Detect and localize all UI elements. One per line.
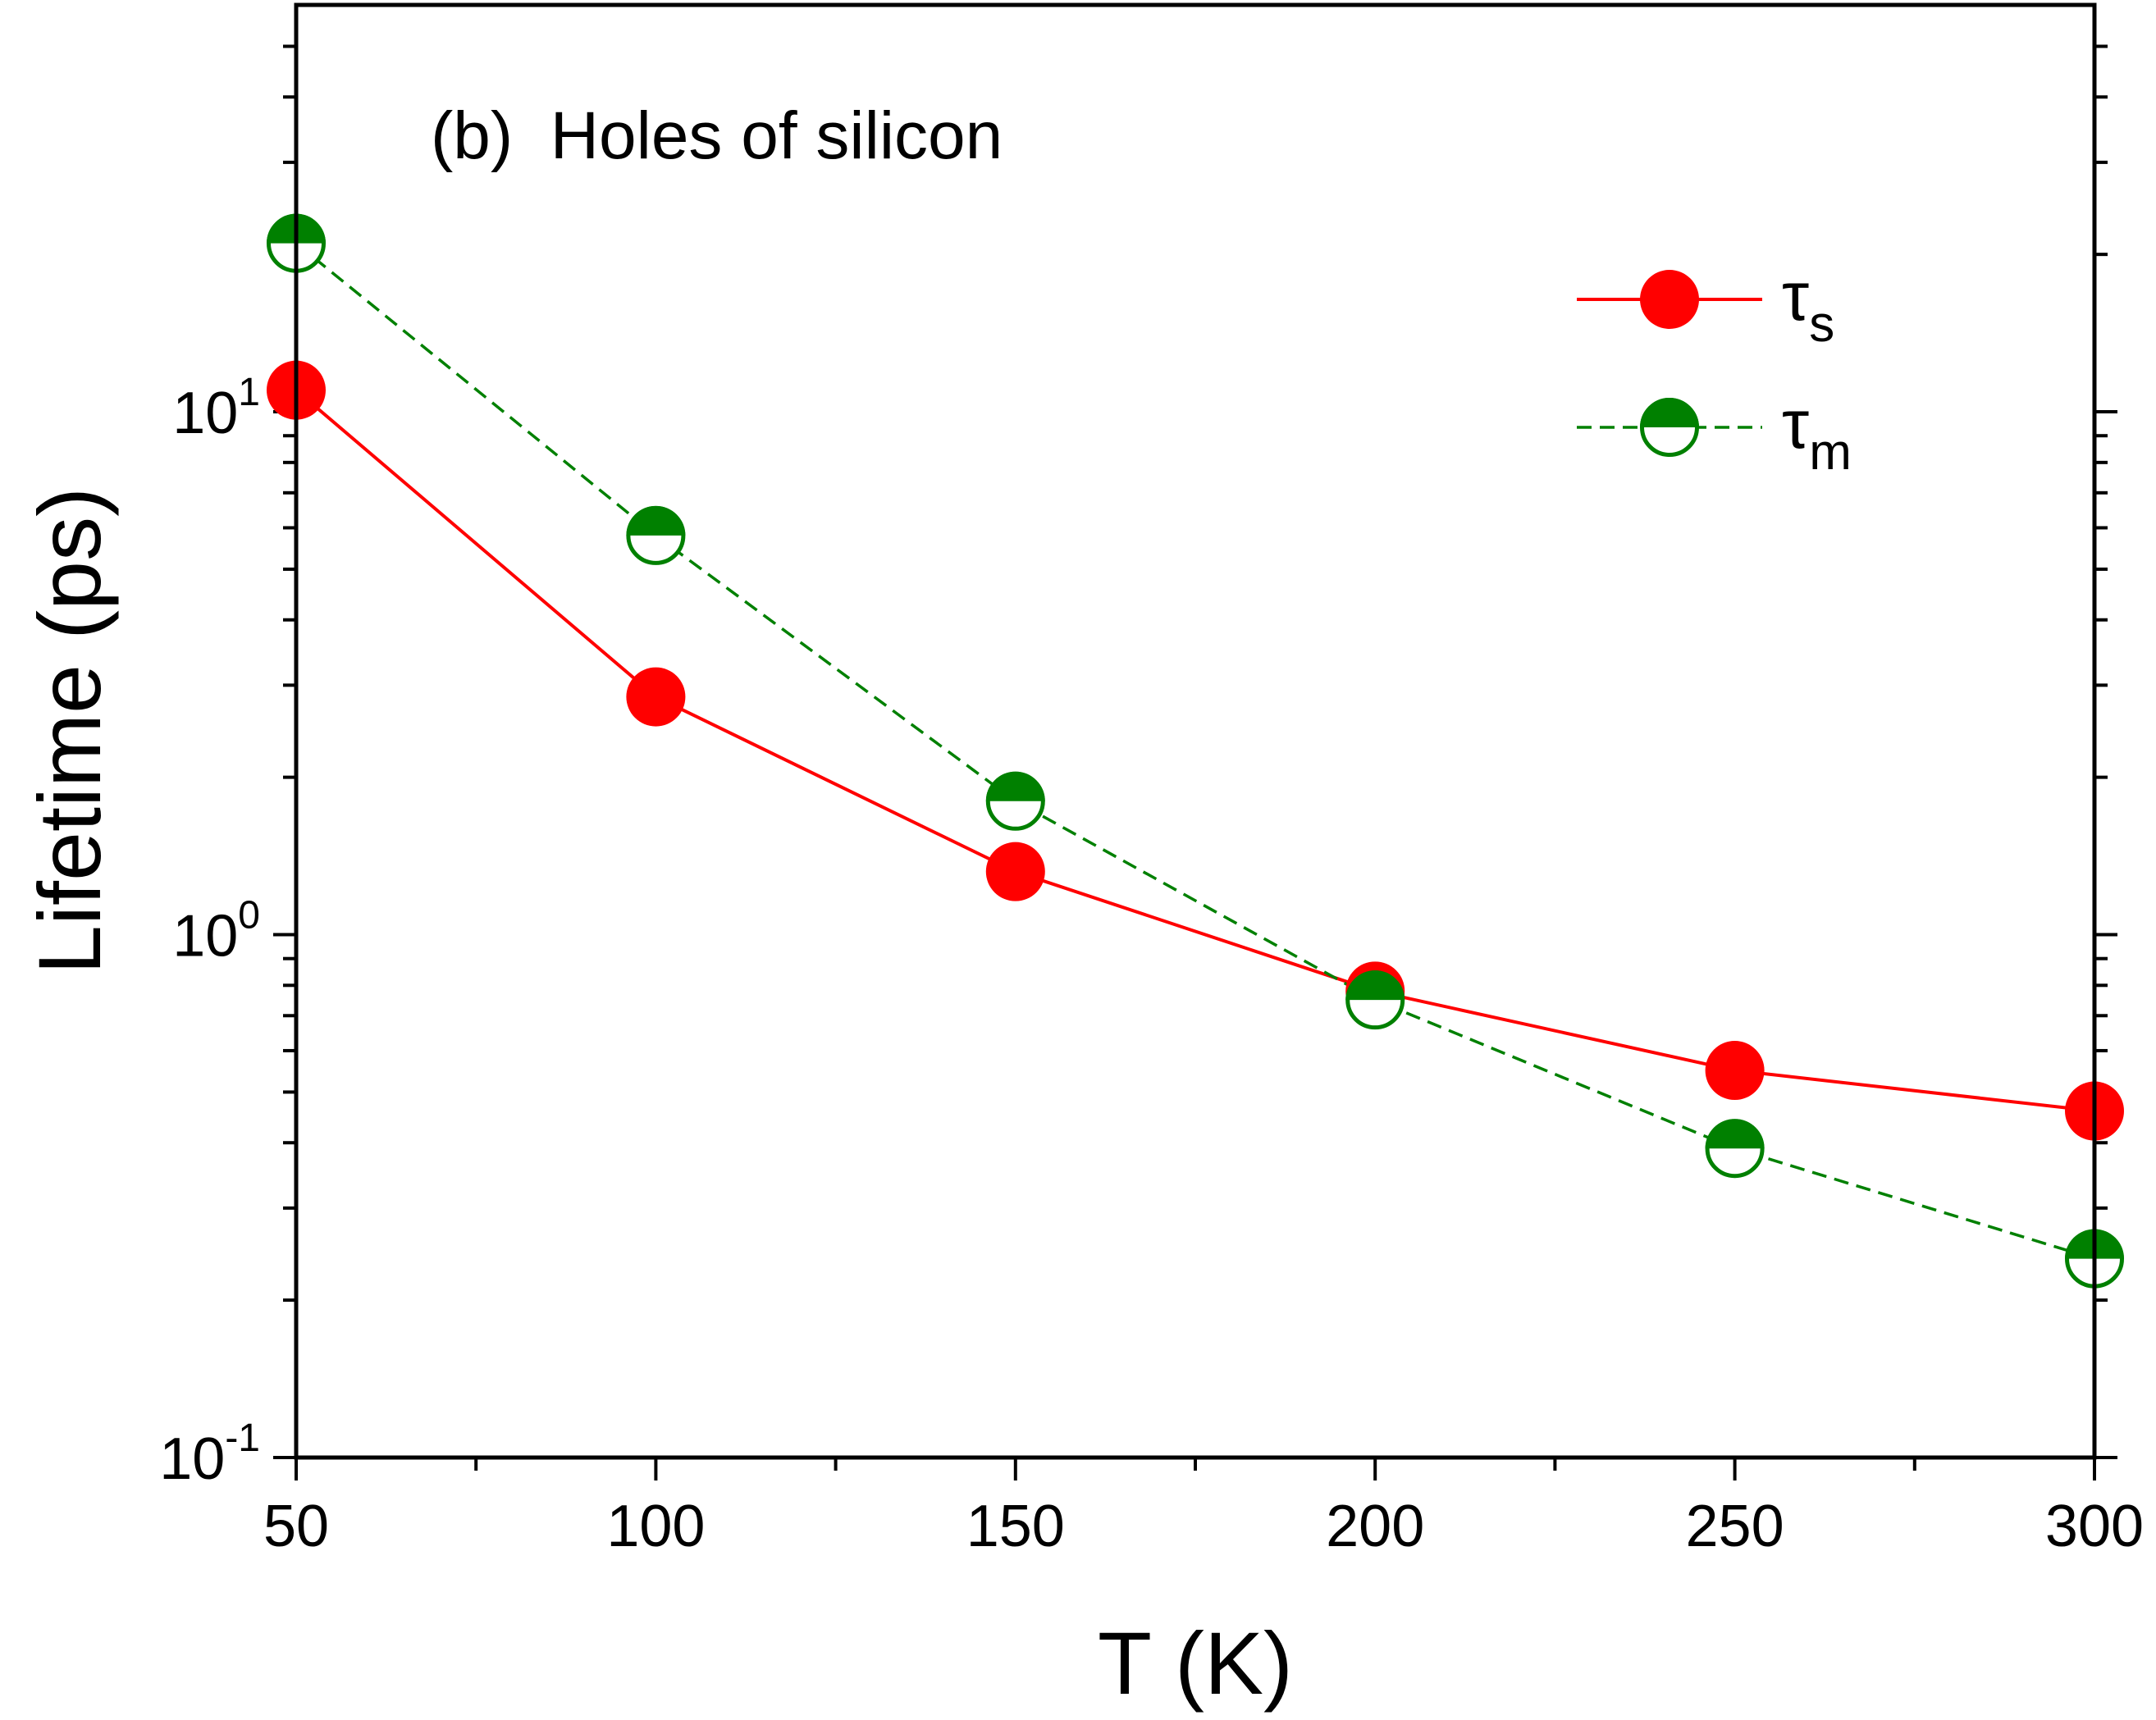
legend-label-sub: s — [1809, 296, 1834, 353]
legend-label-main: τ — [1782, 258, 1809, 335]
y-axis-label: Lifetime (ps) — [20, 487, 119, 974]
legend-marker-s — [1640, 270, 1699, 329]
y-tick-exponent: 0 — [238, 894, 260, 938]
x-tick-label: 50 — [263, 1494, 329, 1559]
x-tick-label: 100 — [606, 1494, 705, 1559]
series-lines — [295, 242, 2095, 1261]
series-markers — [267, 213, 2124, 1289]
marker-half-fill — [1705, 1119, 1765, 1149]
legend-label-m: τm — [1782, 386, 1852, 481]
series-line-m — [295, 242, 2095, 1261]
y-tick-base: 10 — [159, 1426, 225, 1492]
x-axis-label: T (K) — [1098, 1613, 1293, 1713]
plot-frame — [294, 2, 2097, 1460]
chart-title: (b) Holes of silicon — [431, 98, 1003, 173]
x-tick-label: 250 — [1686, 1494, 1784, 1559]
point-m — [985, 771, 1045, 831]
x-tick-label: 200 — [1326, 1494, 1424, 1559]
marker-half-fill — [985, 771, 1045, 801]
legend-label-sub: m — [1809, 424, 1852, 481]
legend-marker-m — [1640, 398, 1699, 457]
legend-label-s: τs — [1782, 258, 1834, 353]
marker-half-fill — [1640, 398, 1699, 427]
y-tick-label: 100 — [172, 894, 260, 969]
y-tick-base: 10 — [172, 904, 238, 969]
x-tick-label: 300 — [2045, 1494, 2144, 1559]
axis-ticks — [273, 44, 2117, 1480]
point-s — [626, 667, 686, 727]
y-tick-exponent: -1 — [225, 1417, 260, 1460]
y-tick-exponent: 1 — [238, 371, 260, 414]
point-s — [985, 842, 1045, 901]
point-m — [1345, 970, 1405, 1030]
series-line-s — [295, 389, 2095, 1113]
y-tick-label: 101 — [172, 371, 260, 446]
point-m — [626, 505, 686, 565]
legend-label-main: τ — [1782, 386, 1809, 463]
y-tick-label: 10-1 — [159, 1417, 260, 1492]
x-tick-label: 150 — [966, 1494, 1065, 1559]
point-s — [1705, 1041, 1765, 1101]
y-tick-base: 10 — [172, 381, 238, 446]
marker-half-fill — [626, 505, 686, 536]
point-m — [1705, 1119, 1765, 1179]
marker-half-fill — [1345, 970, 1405, 1001]
